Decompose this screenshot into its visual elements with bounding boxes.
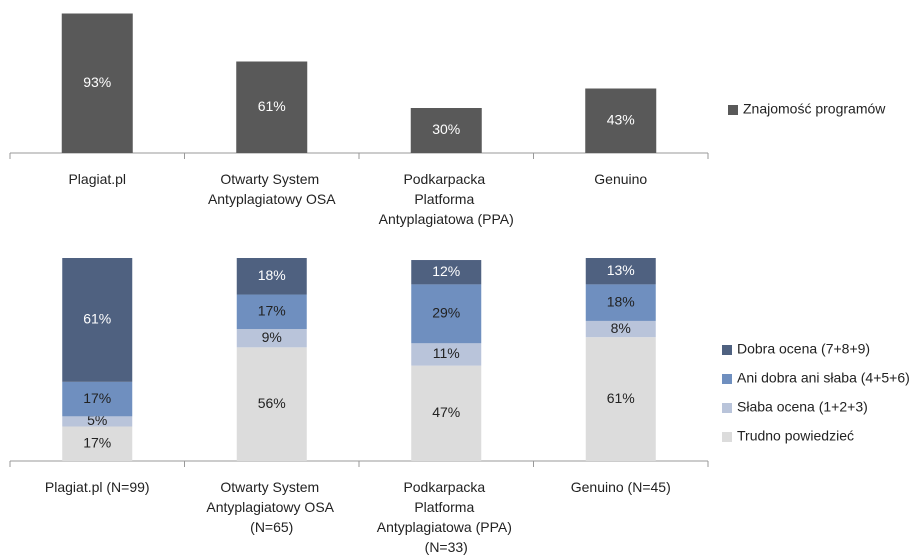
data-label: 18% — [607, 293, 635, 309]
bar-segment — [411, 343, 482, 366]
data-label: 93% — [83, 74, 111, 90]
data-label: 30% — [432, 121, 460, 137]
bar-segment — [62, 381, 133, 417]
data-label: 43% — [607, 111, 635, 127]
bar-segment — [62, 416, 133, 427]
data-label: 9% — [262, 329, 282, 345]
legend-swatch — [722, 403, 732, 413]
legend-label: Trudno powiedzieć — [737, 428, 854, 444]
bar-segment — [585, 337, 656, 461]
bar-segment — [236, 258, 307, 295]
data-label: 56% — [258, 395, 286, 411]
bar-segment — [411, 284, 482, 344]
x-tick-label: Plagiat.pl (N=99) — [45, 479, 150, 495]
data-label: 18% — [258, 267, 286, 283]
data-label: 13% — [607, 262, 635, 278]
x-tick-label: Plagiat.pl — [68, 171, 126, 187]
data-label: 17% — [83, 390, 111, 406]
data-label: 29% — [432, 305, 460, 321]
bar-segment — [236, 329, 307, 348]
bar — [236, 61, 308, 153]
bar-segment — [62, 258, 133, 382]
bar-segment — [236, 294, 307, 330]
data-label: 61% — [83, 311, 111, 327]
legend-swatch — [722, 432, 732, 442]
legend-swatch — [722, 374, 732, 384]
legend-label: Dobra ocena (7+8+9) — [737, 341, 870, 357]
x-tick-label: Otwarty System Antyplagiatowy OSA — [208, 171, 336, 207]
bar — [585, 88, 657, 153]
x-tick-label: Genuino — [594, 171, 647, 187]
bar-segment — [411, 365, 482, 461]
legend-label: Ani dobra ani słaba (4+5+6) — [737, 370, 910, 386]
x-tick-label: Podkarpacka Platforma Antyplagiatowa (PP… — [379, 171, 514, 227]
legend-label: Znajomość programów — [743, 101, 886, 117]
bar-segment — [585, 320, 656, 338]
x-tick-label: Otwarty System Antyplagiatowy OSA (N=65) — [206, 479, 337, 535]
legend-swatch — [728, 105, 738, 115]
bar-segment — [411, 260, 482, 285]
data-label: 12% — [432, 263, 460, 279]
data-label: 11% — [433, 345, 460, 361]
data-label: 61% — [258, 98, 286, 114]
x-tick-label: Genuino (N=45) — [571, 479, 671, 495]
bar — [410, 108, 482, 153]
bar-segment — [62, 426, 133, 461]
legend-label: Słaba ocena (1+2+3) — [737, 399, 868, 415]
bar-segment — [585, 284, 656, 321]
data-label: 8% — [611, 320, 631, 336]
bar-segment — [236, 347, 307, 461]
x-tick-label: Podkarpacka Platforma Antyplagiatowa (PP… — [377, 479, 516, 555]
legend-swatch — [722, 345, 732, 355]
data-label: 17% — [258, 302, 286, 318]
data-label: 47% — [432, 404, 460, 420]
bar-segment — [585, 258, 656, 285]
bar — [61, 13, 133, 153]
data-label: 17% — [83, 434, 111, 450]
data-label: 61% — [607, 390, 635, 406]
